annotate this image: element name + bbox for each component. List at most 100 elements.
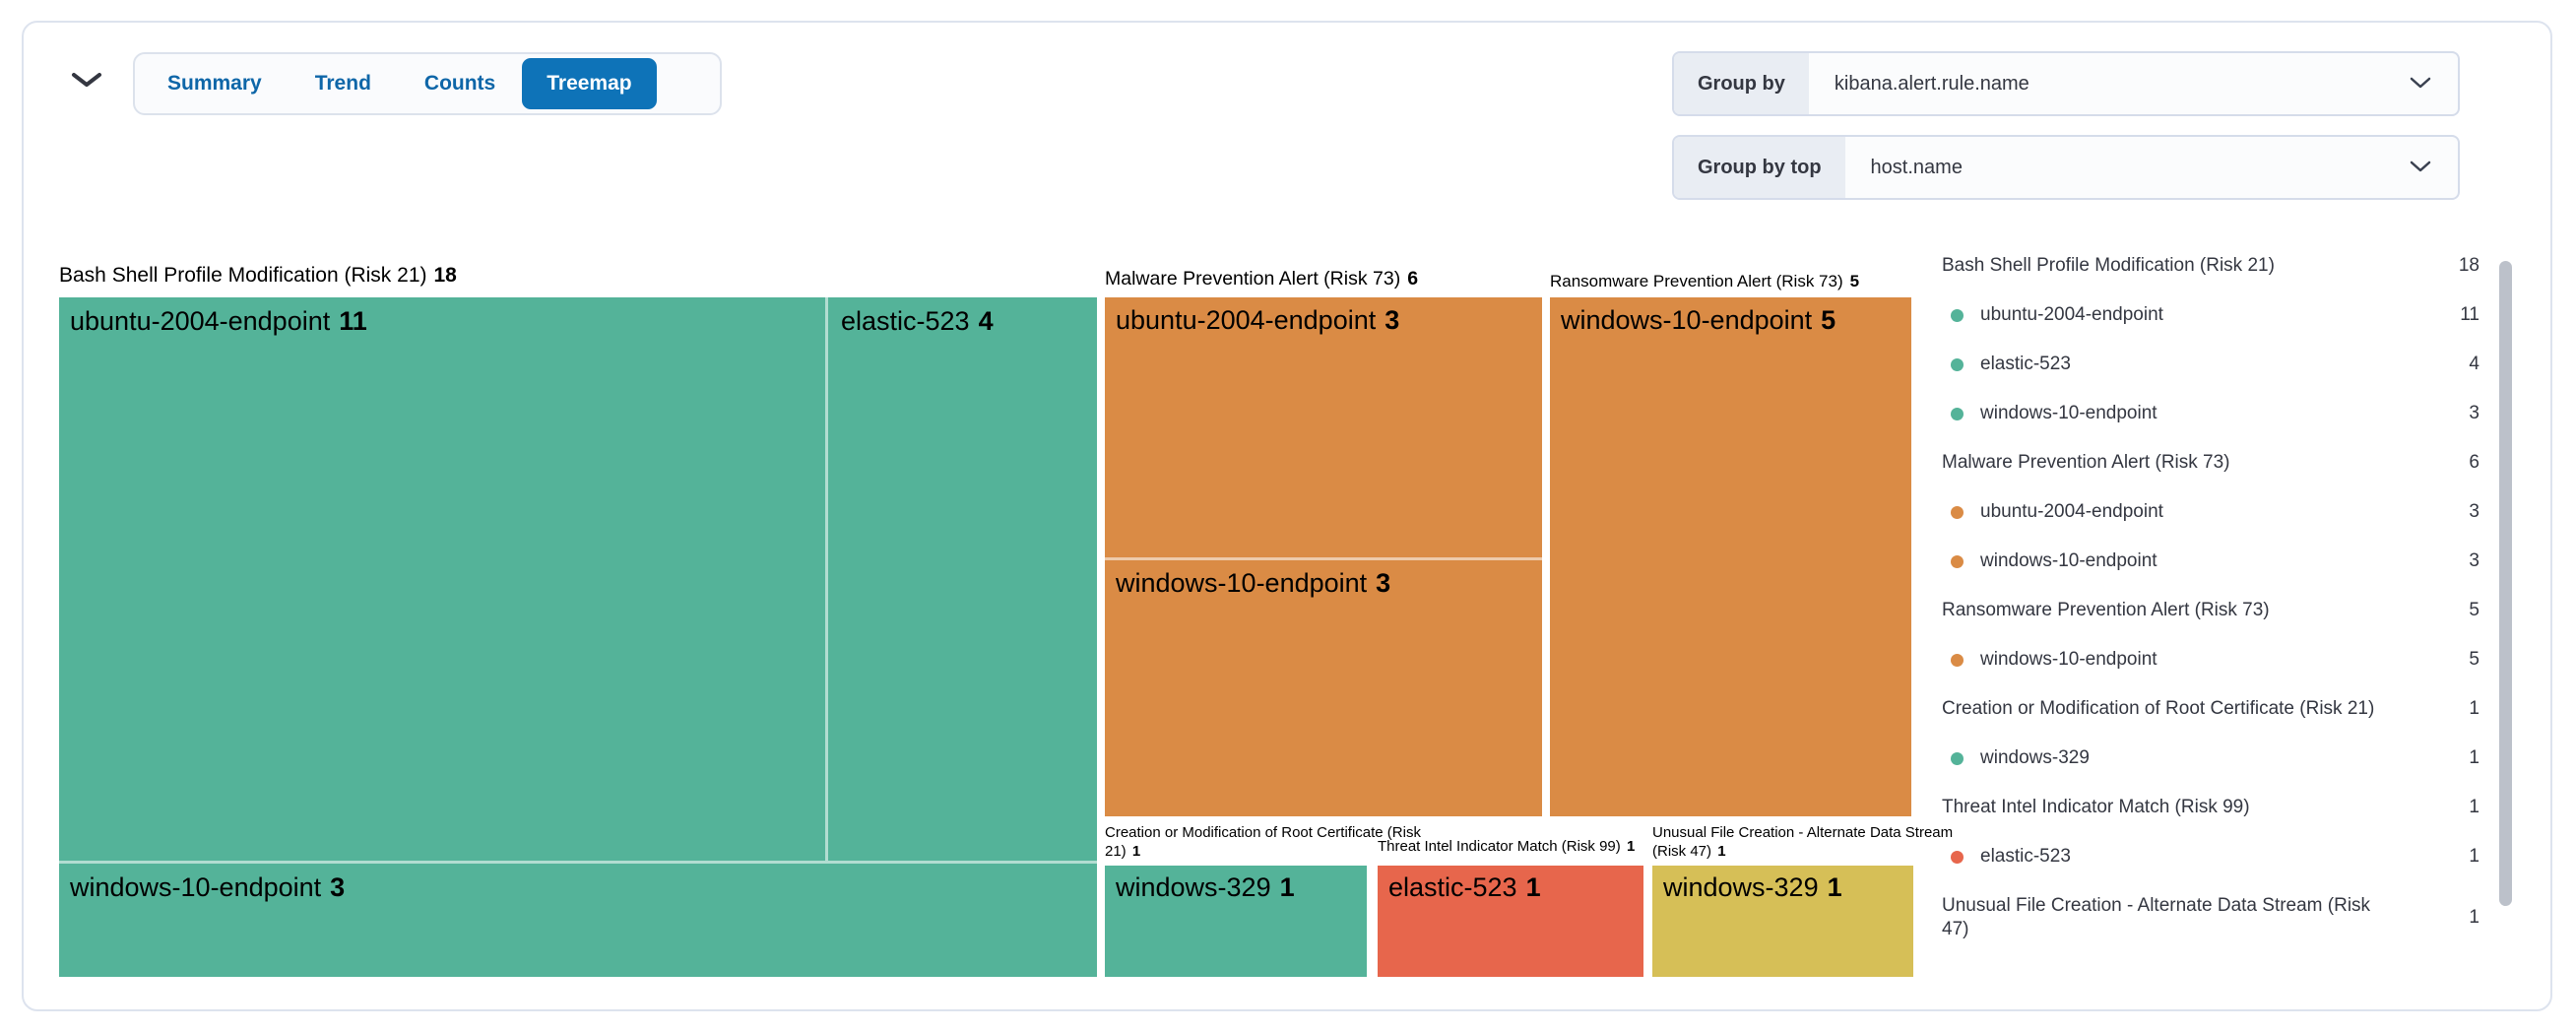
treemap-cell-windows-329[interactable]: windows-329 1 [1116,872,1295,903]
legend-group-row[interactable]: Bash Shell Profile Modification (Risk 21… [1942,254,2479,278]
group-by-label: Group by [1674,53,1809,114]
cell-host-name: ubuntu-2004-endpoint [1116,305,1377,335]
legend-dot-icon [1951,850,1964,864]
legend-item-row[interactable]: windows-10-endpoint 3 [1942,549,2479,573]
cell-count: 1 [1525,872,1541,902]
group-by-top-control: Group by top host.name [1672,135,2460,200]
cell-count: 1 [1827,872,1842,902]
treemap-group-title: Bash Shell Profile Modification (Risk 21… [59,264,427,287]
group-by-top-select[interactable]: host.name [1845,137,2458,198]
cell-host-name: windows-10-endpoint [70,872,322,902]
view-selector-button-group: Summary Trend Counts Treemap [133,52,722,115]
treemap-section-malware-prevention[interactable]: ubuntu-2004-endpoint 3 windows-10-endpoin… [1105,297,1542,816]
tab-trend[interactable]: Trend [289,58,398,109]
treemap-group-header: Creation or Modification of Root Certifi… [1105,823,1422,861]
treemap-section-root-certificate[interactable]: windows-329 1 [1105,866,1367,977]
cell-host-name: elastic-523 [1388,872,1517,902]
legend-label: windows-10-endpoint [1980,649,2157,670]
cell-count: 4 [978,306,994,336]
group-by-control: Group by kibana.alert.rule.name [1672,51,2460,116]
legend-scrollbar[interactable] [2499,261,2512,906]
group-by-value: kibana.alert.rule.name [1834,72,2029,95]
legend-item-row[interactable]: ubuntu-2004-endpoint 3 [1942,500,2479,524]
tab-counts[interactable]: Counts [398,58,522,109]
cell-host-name: windows-329 [1116,872,1271,902]
group-by-top-value: host.name [1870,156,1963,178]
treemap-cell-elastic-523[interactable]: elastic-523 1 [1388,872,1541,903]
legend-dot-icon [1951,505,1964,519]
chevron-down-icon [2409,73,2432,96]
treemap-group-count: 1 [1626,838,1636,855]
treemap-cell-elastic-523[interactable]: elastic-523 4 [841,306,994,337]
legend-label: elastic-523 [1980,354,2071,374]
legend-count: 3 [2469,550,2479,571]
cell-count: 3 [1376,568,1391,598]
treemap-section-threat-intel[interactable]: elastic-523 1 [1378,866,1643,977]
collapse-section-button[interactable] [63,59,110,102]
legend-count: 5 [2469,600,2479,620]
treemap-group-title: Ransomware Prevention Alert (Risk 73) [1550,272,1843,290]
legend-label: Threat Intel Indicator Match (Risk 99) [1942,797,2250,817]
legend-count: 11 [2460,304,2479,325]
treemap-section-bash-shell[interactable]: ubuntu-2004-endpoint 11 elastic-523 4 wind… [59,297,1097,977]
legend-item-row[interactable]: windows-10-endpoint 5 [1942,648,2479,672]
tab-treemap[interactable]: Treemap [522,58,657,109]
legend-count: 3 [2469,501,2479,522]
legend-item-row[interactable]: elastic-523 1 [1942,845,2479,869]
legend-label: Unusual File Creation - Alternate Data S… [1942,895,2371,939]
legend-dot-icon [1951,653,1964,667]
legend-dot-icon [1951,751,1964,765]
treemap-group-count: 5 [1849,272,1860,290]
group-by-select[interactable]: kibana.alert.rule.name [1809,53,2458,114]
legend-item-row[interactable]: windows-10-endpoint 3 [1942,402,2479,425]
legend-count: 4 [2469,354,2479,374]
legend-label: ubuntu-2004-endpoint [1980,501,2163,522]
treemap-section-ransomware-prevention[interactable]: windows-10-endpoint 5 [1550,297,1911,816]
legend-item-row[interactable]: windows-329 1 [1942,746,2479,770]
treemap-cell-windows-10[interactable]: windows-10-endpoint 3 [1116,568,1390,599]
treemap-group-header: Bash Shell Profile Modification (Risk 21… [59,264,457,288]
legend-label: Ransomware Prevention Alert (Risk 73) [1942,600,2270,620]
treemap-cell-ubuntu-2004[interactable]: ubuntu-2004-endpoint 3 [1116,305,1399,336]
treemap-cell-windows-10[interactable]: windows-10-endpoint 5 [1561,305,1835,336]
legend-group-row[interactable]: Unusual File Creation - Alternate Data S… [1942,894,2479,941]
legend-label: windows-329 [1980,747,2090,768]
legend-count: 1 [2469,698,2479,719]
legend-group-row[interactable]: Creation or Modification of Root Certifi… [1942,697,2479,721]
treemap-section-unusual-file-creation[interactable]: windows-329 1 [1652,866,1913,977]
treemap-group-header: Unusual File Creation - Alternate Data S… [1652,823,1969,861]
treemap-group-title: Creation or Modification of Root Certifi… [1105,824,1421,860]
legend-count: 1 [2469,907,2479,928]
treemap-group-count: 1 [1717,843,1726,860]
legend-count: 6 [2469,452,2479,473]
legend-count: 1 [2469,846,2479,867]
legend-count: 18 [2458,255,2479,276]
treemap-group-header: Ransomware Prevention Alert (Risk 73) 5 [1550,272,1859,291]
legend-dot-icon [1951,407,1964,420]
tab-summary[interactable]: Summary [141,58,289,109]
chevron-down-icon [2409,157,2432,179]
legend-label: windows-10-endpoint [1980,403,2157,423]
cell-host-name: windows-329 [1663,872,1819,902]
legend-label: elastic-523 [1980,846,2071,867]
treemap-group-count: 1 [1131,843,1141,860]
legend-group-row[interactable]: Threat Intel Indicator Match (Risk 99) 1 [1942,796,2479,819]
legend-group-row[interactable]: Ransomware Prevention Alert (Risk 73) 5 [1942,599,2479,622]
legend-group-row[interactable]: Malware Prevention Alert (Risk 73) 6 [1942,451,2479,475]
cell-count: 11 [339,306,367,336]
treemap-cell-windows-10[interactable]: windows-10-endpoint 3 [70,872,345,903]
treemap-group-count: 18 [433,264,457,287]
legend-item-row[interactable]: ubuntu-2004-endpoint 11 [1942,303,2479,327]
treemap-cell-ubuntu-2004[interactable]: ubuntu-2004-endpoint 11 [70,306,367,337]
legend-count: 1 [2469,747,2479,768]
legend-count: 1 [2469,797,2479,817]
legend-label: Creation or Modification of Root Certifi… [1942,698,2375,719]
treemap-cell-windows-329[interactable]: windows-329 1 [1663,872,1842,903]
legend-count: 5 [2469,649,2479,670]
cell-host-name: ubuntu-2004-endpoint [70,306,331,336]
treemap-group-title: Unusual File Creation - Alternate Data S… [1652,824,1954,860]
legend-dot-icon [1951,357,1964,371]
legend-item-row[interactable]: elastic-523 4 [1942,353,2479,376]
treemap-group-title: Threat Intel Indicator Match (Risk 99) [1378,838,1621,855]
